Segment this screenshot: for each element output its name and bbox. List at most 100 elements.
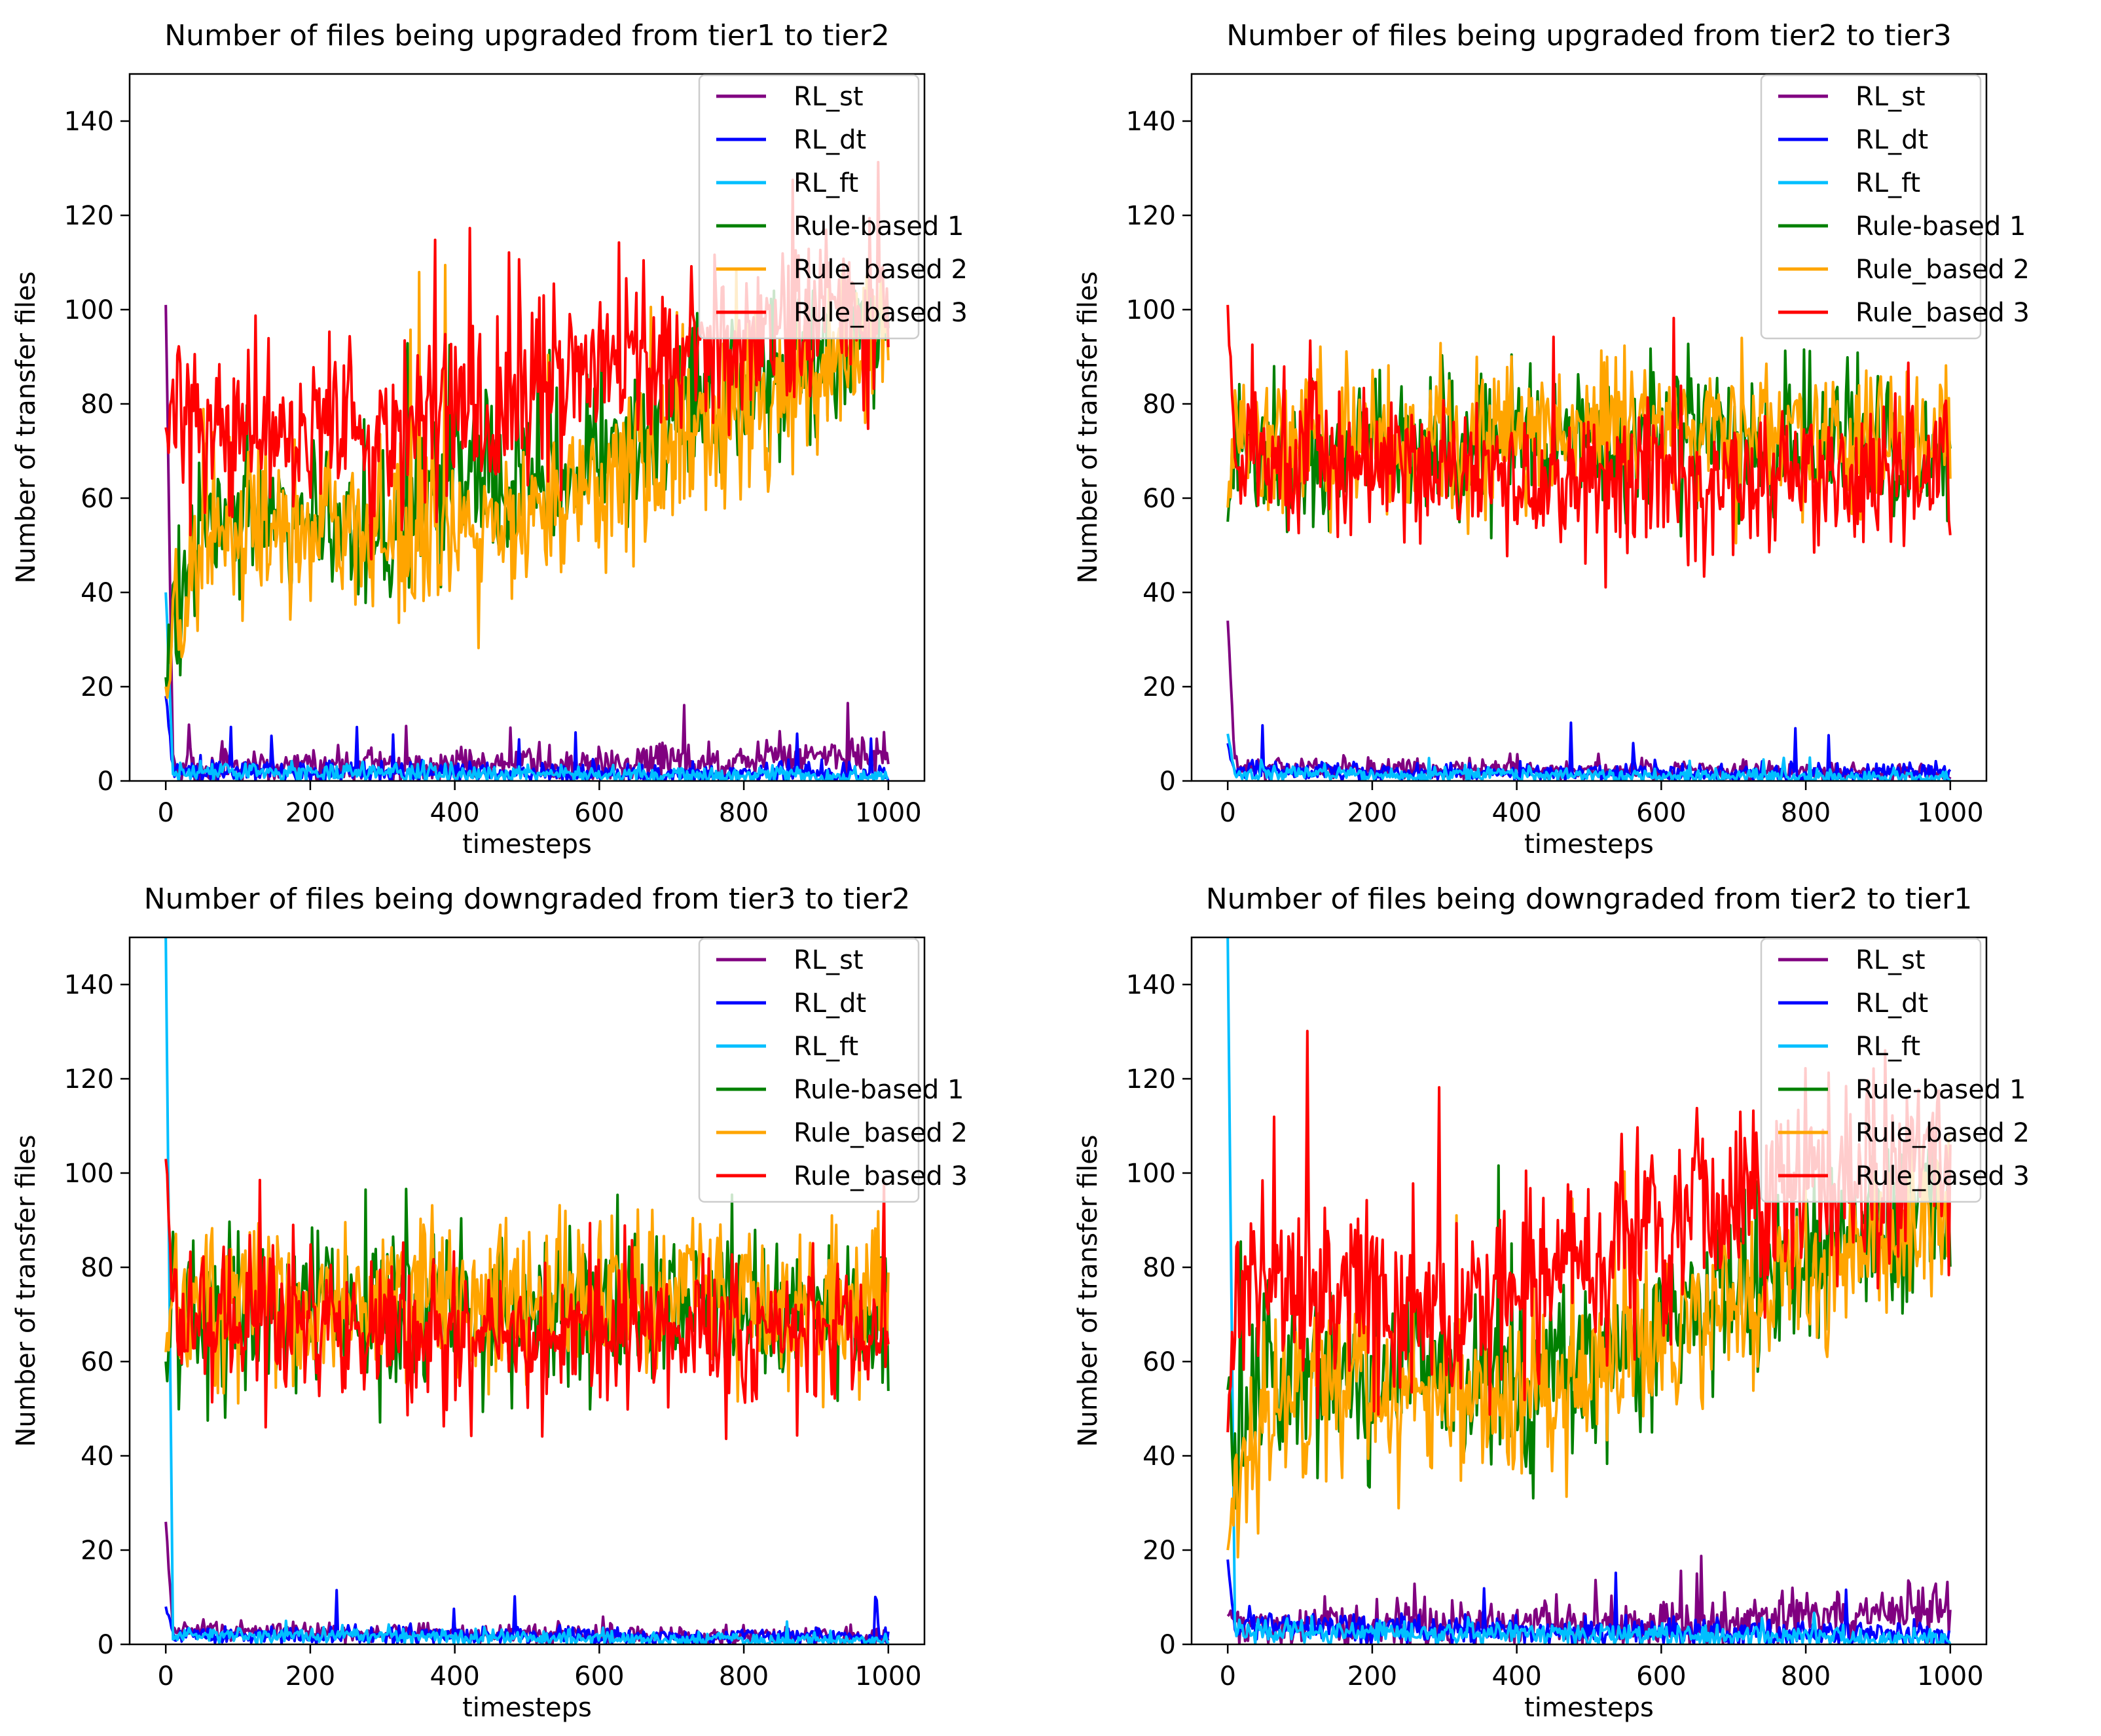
y-axis-label: Number of transfer files [11,1134,41,1447]
legend-label: RL_st [1855,945,1926,975]
chart-title: Number of files being downgraded from ti… [1206,882,1973,916]
x-tick-label: 800 [1781,798,1831,828]
x-ticks: 0 200 400 600 800 1000 [157,1644,922,1691]
legend-entry-rl-dt: RL_dt [716,125,866,155]
legend-entry-rl-ft: RL_ft [1778,168,1920,198]
legend-label: RL_dt [1855,125,1928,155]
legend-entry-rl-st: RL_st [1778,945,1926,975]
y-tick-label: 40 [1142,578,1176,608]
chart-title: Number of files being upgraded from tier… [1226,19,1952,52]
legend-label: Rule_based 3 [1855,298,2030,328]
y-tick-label: 140 [64,107,114,137]
y-tick-label: 0 [98,767,114,797]
y-tick-label: 60 [1142,484,1176,514]
x-tick-label: 400 [429,798,479,828]
legend-entry-rl-ft: RL_ft [1778,1032,1920,1062]
x-tick-label: 600 [1636,1661,1686,1691]
y-tick-label: 0 [1160,767,1176,797]
legend-label: Rule-based 1 [794,1075,964,1105]
y-tick-label: 80 [81,1253,114,1283]
axes-frame [1190,936,1988,1646]
x-tick-label: 800 [719,1661,769,1691]
legend-entry-rule-based-1: Rule-based 1 [1778,1075,2026,1105]
legend: RL_st RL_dt RL_ft Rule-based 1 Rule_base… [698,937,968,1203]
x-tick-label: 400 [1491,798,1541,828]
plot-area [1226,937,1952,1644]
legend-label: Rule_based 2 [1855,1118,2030,1148]
y-tick-label: 120 [1126,201,1176,231]
legend-label: RL_ft [1855,1032,1920,1062]
legend-entry-rl-dt: RL_dt [716,988,866,1019]
legend-entry-rl-ft: RL_ft [716,168,858,198]
y-tick-label: 80 [1142,1253,1176,1283]
series-line-rl-ft [164,937,890,1644]
legend-entry-rule-based-1: Rule-based 1 [716,1075,964,1105]
legend-entry-rl-st: RL_st [716,82,864,112]
legend-entry-rule-based-2: Rule_based 2 [716,255,968,285]
y-axis-label: Number of transfer files [1073,1134,1103,1447]
legend-label: RL_dt [794,988,866,1019]
chart-title: Number of files being downgraded from ti… [144,882,911,916]
axes-frame [128,936,926,1646]
x-tick-label: 1000 [855,1661,922,1691]
x-tick-label: 0 [1219,1661,1235,1691]
y-tick-label: 80 [1142,389,1176,420]
subplot-1: Number of files being upgraded from tier… [1073,19,2030,859]
subplot-0: Number of files being upgraded from tier… [11,19,968,859]
y-axis-label: Number of transfer files [11,271,41,583]
y-gridless-ticks: 0 20 40 60 80 100 120 140 [1126,107,1192,797]
y-tick-label: 0 [1160,1630,1176,1660]
y-tick-label: 80 [81,389,114,420]
x-tick-label: 200 [285,798,335,828]
y-tick-label: 100 [64,295,114,325]
y-tick-label: 60 [81,1347,114,1377]
y-tick-label: 60 [1142,1347,1176,1377]
x-tick-label: 200 [1347,798,1397,828]
legend-label: Rule_based 2 [1855,255,2030,285]
legend-label: RL_st [794,82,864,112]
y-tick-label: 20 [1142,672,1176,702]
y-tick-label: 100 [1126,295,1176,325]
legend-entry-rule-based-2: Rule_based 2 [1778,255,2030,285]
x-tick-label: 400 [1491,1661,1541,1691]
y-tick-label: 40 [1142,1441,1176,1472]
series-line-rule-based-2 [164,264,890,699]
legend-entry-rule-based-3: Rule_based 3 [716,298,968,328]
series-layer [1226,937,1952,1644]
legend-label: Rule_based 2 [794,255,968,285]
y-tick-label: 120 [64,1064,114,1094]
y-tick-label: 140 [64,970,114,1000]
y-axis-label: Number of transfer files [1073,271,1103,583]
legend-entry-rule-based-2: Rule_based 2 [1778,1118,2030,1148]
y-gridless-ticks: 0 20 40 60 80 100 120 140 [1126,970,1192,1660]
y-tick-label: 140 [1126,970,1176,1000]
legend-label: Rule-based 1 [794,211,964,242]
legend-entry-rl-st: RL_st [1778,82,1926,112]
x-ticks: 0 200 400 600 800 1000 [1219,1644,1984,1691]
y-tick-label: 20 [81,1536,114,1566]
y-tick-label: 40 [81,578,114,608]
x-axis-label: timesteps [1524,829,1654,859]
x-tick-label: 0 [1219,798,1235,828]
legend-label: RL_dt [1855,988,1928,1019]
x-tick-label: 1000 [1917,798,1984,828]
x-ticks: 0 200 400 600 800 1000 [1219,781,1984,828]
legend-entry-rule-based-3: Rule_based 3 [716,1161,968,1191]
series-line-rl-ft [1226,733,1952,781]
legend-label: RL_ft [1855,168,1920,198]
x-axis-label: timesteps [462,1693,592,1723]
y-tick-label: 100 [1126,1159,1176,1189]
axes-frame [1190,73,1988,782]
legend-label: Rule_based 3 [794,1161,968,1191]
legend-entry-rl-dt: RL_dt [1778,125,1928,155]
legend-entry-rule-based-1: Rule-based 1 [716,211,964,242]
x-tick-label: 200 [285,1661,335,1691]
y-tick-label: 140 [1126,107,1176,137]
series-layer [164,160,890,781]
series-layer [1226,304,1952,781]
legend-label: RL_st [1855,82,1926,112]
x-tick-label: 0 [157,798,174,828]
x-tick-label: 600 [1636,798,1686,828]
series-line-rule-based-3 [164,1159,890,1440]
legend-label: RL_dt [794,125,866,155]
